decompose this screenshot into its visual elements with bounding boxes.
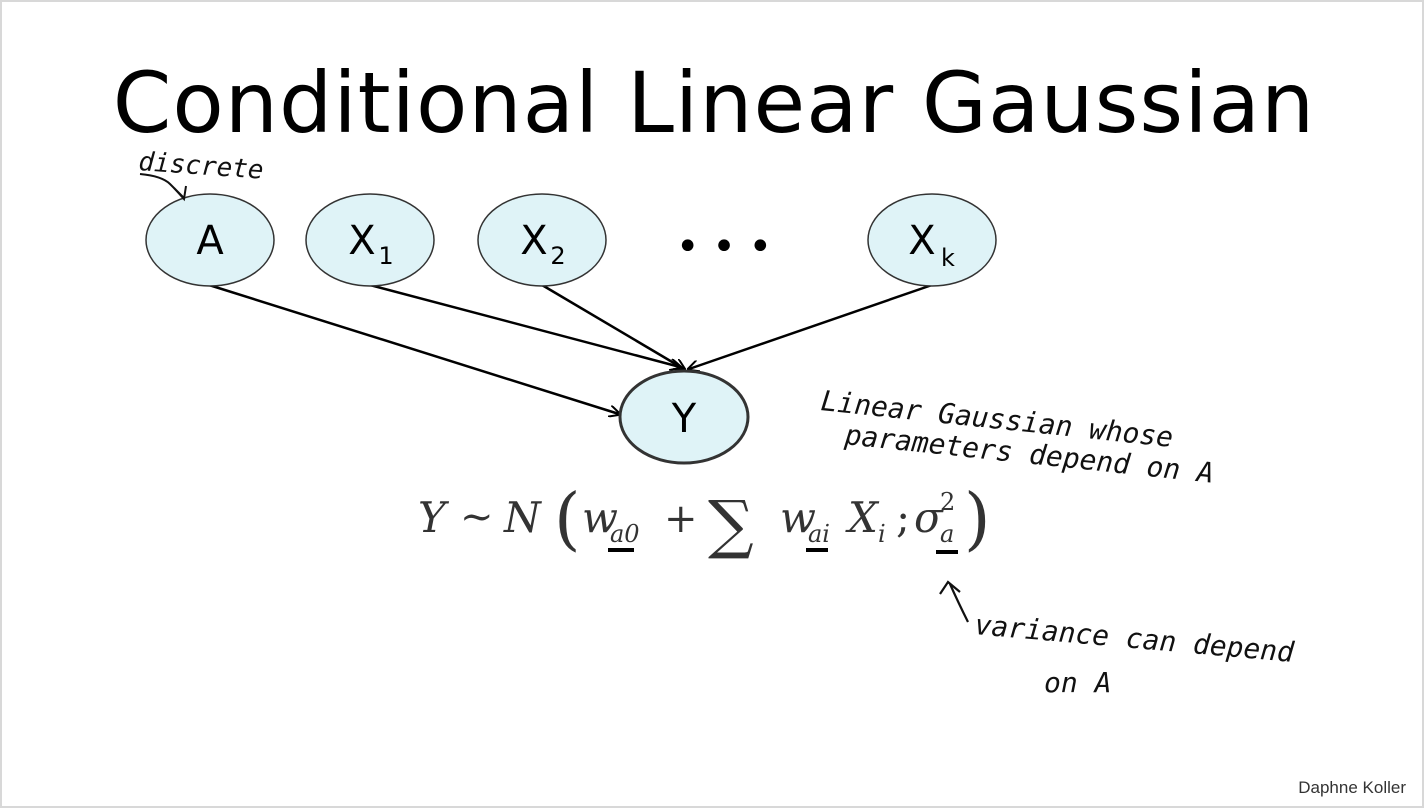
formula-w-a0: w	[582, 493, 618, 542]
node-x1-label: X	[348, 218, 375, 264]
formula-sum: ∑	[708, 488, 754, 562]
edge-xk-to-y	[689, 283, 933, 369]
node-x1: X 1	[305, 193, 435, 287]
formula-semicolon: ;	[896, 493, 910, 542]
formula-sub-a: a	[940, 520, 954, 548]
formula-sub-a0: a0	[610, 520, 640, 548]
formula-sub-i: i	[878, 520, 886, 548]
slide-title: Conditional Linear Gaussian	[112, 54, 1316, 152]
node-xk-label: X	[908, 218, 935, 264]
variance-pointer-stroke	[948, 583, 969, 623]
node-x2: X 2	[477, 193, 607, 287]
node-y-label: Y	[671, 396, 697, 442]
node-x2-subscript: 2	[550, 242, 565, 270]
node-x2-label: X	[520, 218, 547, 264]
formula-normal-dist: N	[503, 493, 542, 542]
node-a: A	[145, 193, 275, 287]
formula-open-paren: (	[554, 480, 581, 559]
formula-close-paren: )	[964, 480, 991, 559]
edge-x2-to-y	[541, 283, 684, 369]
discrete-pointer-head	[173, 185, 187, 202]
variance-annotation-line2: on A	[1044, 666, 1111, 699]
node-y: Y	[618, 369, 750, 465]
formula-lhs: Y	[418, 493, 450, 542]
formula-plus: +	[664, 496, 698, 542]
node-ellipsis: • • •	[676, 224, 772, 270]
clg-formula: Y ~ N ( w a0 + ∑ w ai X i ; σ 2 a )	[418, 480, 991, 562]
formula-sub-ai: ai	[808, 520, 830, 548]
node-a-label: A	[196, 218, 224, 264]
variance-pointer-head	[939, 580, 961, 595]
formula-sigma: σ	[914, 493, 944, 542]
formula-w-ai: w	[780, 493, 816, 542]
discrete-annotation: discrete	[138, 147, 265, 186]
variance-annotation-line1: variance can depend	[973, 608, 1296, 669]
edge-a-to-y	[208, 283, 619, 414]
node-x1-subscript: 1	[378, 242, 393, 270]
node-xk: X k	[867, 193, 997, 287]
node-xk-subscript: k	[941, 244, 955, 272]
formula-sup-2: 2	[940, 488, 955, 516]
author-credit: Daphne Koller	[1298, 778, 1406, 797]
edge-x1-to-y	[369, 283, 680, 367]
formula-tilde: ~	[460, 494, 494, 540]
formula-x: X	[845, 493, 880, 542]
